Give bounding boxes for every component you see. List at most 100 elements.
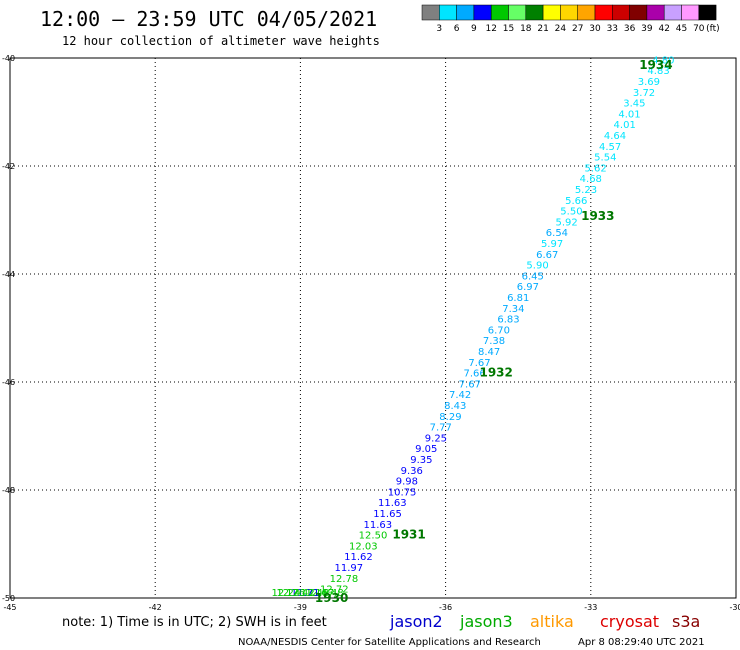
wave-height-label: 7.38: [483, 336, 505, 347]
scale-swatch: [508, 4, 527, 21]
wave-height-label: 5.62: [585, 163, 607, 174]
wave-height-label: 11.97: [334, 563, 363, 574]
wave-height-label: 12.78: [330, 574, 359, 585]
x-tick-label: -45: [3, 603, 16, 612]
axis-ticks: -45 -42 -39 -36 -33 -30 -40 -42 -44 -46 -48 -50: [2, 54, 740, 612]
wave-height-label: 4.83: [647, 66, 669, 77]
wave-height-label: 9.25: [425, 433, 447, 444]
wave-height-label: 3.72: [633, 88, 655, 99]
scale-label: 27: [572, 24, 583, 34]
scale-swatch: [490, 4, 509, 21]
scale-swatch: [439, 4, 457, 21]
scale-label: 39: [641, 24, 653, 34]
wave-height-label: 8.29: [439, 412, 461, 423]
pass-number-label: 1932: [479, 366, 512, 380]
x-tick-label: -30: [729, 603, 740, 612]
wave-height-label: 11.63: [378, 498, 407, 509]
wave-height-label: 3.69: [638, 77, 660, 88]
satellite-legend-item: altika: [530, 612, 574, 631]
wave-height-label: 12.67: [305, 588, 334, 599]
scale-swatch: [560, 4, 578, 21]
wave-height-label: 5.90: [526, 261, 548, 272]
wave-height-label: 6.70: [488, 325, 510, 336]
y-tick-label: -44: [2, 270, 15, 279]
x-tick-label: -33: [584, 603, 597, 612]
scale-label: 3: [436, 24, 442, 34]
wave-height-label: 6.83: [497, 315, 519, 326]
wave-height-label: 5.23: [575, 185, 597, 196]
wave-height-label: 11.62: [344, 552, 373, 563]
scale-label: 9: [471, 24, 477, 34]
x-tick-label: -39: [294, 603, 307, 612]
pass-number-label: 1933: [581, 209, 614, 223]
plot-frame: [9, 57, 737, 599]
pass-number-label: 1930: [315, 591, 348, 605]
scale-swatch: [698, 4, 717, 21]
x-tick-label: -36: [439, 603, 452, 612]
wave-height-label: 7.67: [459, 379, 481, 390]
scale-label: 15: [503, 24, 514, 34]
wave-height-label: 9.35: [410, 455, 432, 466]
wave-height-label: 12.50: [359, 531, 388, 542]
satellite-legend-item: jason3: [459, 612, 513, 631]
wave-height-label: 12.03: [349, 541, 378, 552]
wave-height-label: 4.01: [618, 109, 640, 120]
pass-number-label: 1934: [639, 58, 672, 72]
wave-height-label: 6.54: [546, 228, 568, 239]
wave-height-label: 4.01: [614, 120, 636, 131]
wave-height-label: 11.65: [373, 509, 402, 520]
scale-swatch: [577, 4, 596, 21]
scale-swatch: [456, 4, 475, 21]
wave-height-label: 4.80: [652, 55, 674, 66]
wave-height-label: 7.77: [430, 423, 452, 434]
scale-label: 30: [589, 24, 601, 34]
scale-swatch: [473, 4, 492, 21]
wave-height-label: 4.64: [604, 131, 626, 142]
wave-height-label: 7.42: [449, 390, 471, 401]
scale-label: 24: [555, 24, 567, 34]
pass-labels: 1934 1933 1932 1931 1930: [315, 58, 673, 605]
scale-swatch: [542, 4, 561, 21]
scale-swatch: [612, 4, 630, 21]
wave-height-label: 9.05: [415, 444, 437, 455]
scale-swatch: [594, 4, 613, 21]
scale-swatch: [663, 4, 682, 21]
wave-height-label: 7.34: [502, 304, 524, 315]
wave-height-label: 7.66: [464, 369, 486, 380]
scale-label: 36: [624, 24, 636, 34]
wave-height-label: 6.45: [522, 271, 544, 282]
satellite-legend: jason2 jason3 altika cryosat s3a: [389, 612, 700, 631]
credit-line: NOAA/NESDIS Center for Satellite Applica…: [238, 637, 541, 648]
wave-height-label: 3.45: [623, 99, 645, 110]
scale-label: 33: [607, 24, 618, 34]
scale-swatch: [421, 4, 440, 21]
wave-height-label: 4.57: [599, 142, 621, 153]
wave-height-label: 5.92: [555, 217, 577, 228]
y-tick-label: -42: [2, 162, 15, 171]
x-tick-label: -42: [149, 603, 162, 612]
scale-label: 21: [537, 24, 548, 34]
scale-label: 12: [485, 24, 496, 34]
wave-height-label: 12.42: [286, 588, 315, 599]
page-subtitle: 12 hour collection of altimeter wave hei…: [62, 34, 380, 48]
scale-label: 42: [658, 24, 669, 34]
scale-swatch: [646, 4, 665, 21]
wave-height-label: 5.66: [565, 196, 587, 207]
y-tick-label: -40: [2, 54, 15, 63]
wave-height-label: 11.71: [291, 588, 320, 599]
y-tick-label: -50: [2, 594, 15, 603]
wave-height-label: 6.97: [517, 282, 539, 293]
wave-height-label: 9.36: [401, 466, 423, 477]
scale-label: 45: [676, 24, 687, 34]
y-tick-label: -46: [2, 378, 15, 387]
satellite-legend-item: s3a: [672, 612, 700, 631]
wave-height-label: 14.48: [315, 588, 344, 599]
wave-height-label: 5.97: [541, 239, 563, 250]
y-tick-label: -48: [2, 486, 15, 495]
wave-height-label: 5.54: [594, 153, 616, 164]
satellite-legend-item: jason2: [389, 612, 443, 631]
wave-height-label: 6.81: [507, 293, 529, 304]
scale-unit: (ft): [706, 24, 720, 34]
wave-height-label: 4.68: [580, 174, 602, 185]
